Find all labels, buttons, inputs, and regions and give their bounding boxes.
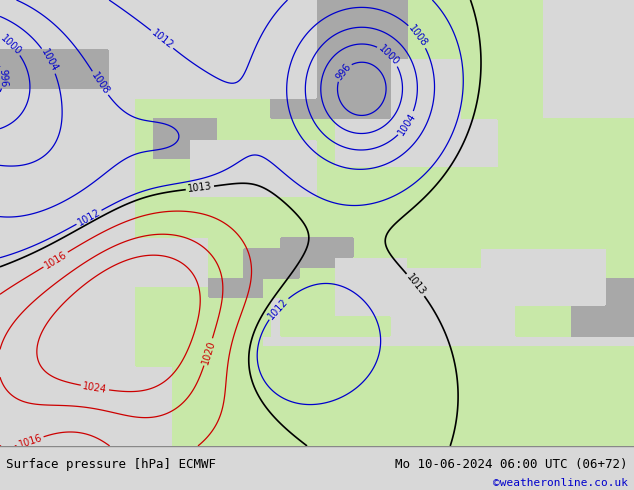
Text: 1024: 1024 (82, 381, 108, 395)
Text: 1008: 1008 (406, 24, 429, 49)
Text: 1016: 1016 (42, 249, 68, 270)
Text: 996: 996 (0, 68, 8, 87)
Text: 1016: 1016 (17, 433, 43, 450)
Text: 1004: 1004 (396, 111, 418, 137)
Text: 1012: 1012 (76, 207, 102, 228)
Text: ©weatheronline.co.uk: ©weatheronline.co.uk (493, 478, 628, 488)
Text: 996: 996 (333, 61, 353, 82)
Text: Mo 10-06-2024 06:00 UTC (06+72): Mo 10-06-2024 06:00 UTC (06+72) (395, 458, 628, 471)
Text: Surface pressure [hPa] ECMWF: Surface pressure [hPa] ECMWF (6, 458, 216, 471)
Text: 1000: 1000 (0, 33, 23, 57)
Text: 1008: 1008 (89, 70, 111, 96)
Text: 1013: 1013 (187, 181, 212, 195)
Text: 1004: 1004 (39, 48, 60, 74)
Text: 1020: 1020 (200, 339, 217, 365)
Text: 1012: 1012 (150, 28, 175, 51)
Text: 1013: 1013 (404, 272, 427, 297)
Text: 1012: 1012 (266, 296, 290, 321)
Text: 1000: 1000 (377, 43, 401, 67)
